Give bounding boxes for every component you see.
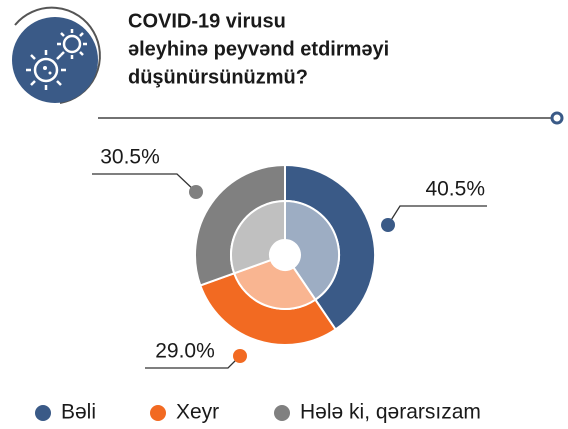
title-line: düşünürsünüzmü? xyxy=(128,66,308,88)
label-dot xyxy=(381,218,395,232)
value-label: 29.0% xyxy=(155,340,215,363)
donut-inner-slice xyxy=(232,258,317,310)
legend-label: Hələ ki, qərarsızam xyxy=(300,401,481,424)
title-line: əleyhinə peyvənd etdirməyi xyxy=(128,38,389,60)
donut-inner-slice xyxy=(230,199,286,275)
label-dot xyxy=(233,349,247,363)
donut-inner-slice xyxy=(284,199,340,302)
divider-dot xyxy=(550,111,564,125)
leader-line xyxy=(92,173,197,193)
label-dot xyxy=(189,185,203,199)
legend-swatch xyxy=(35,405,51,421)
legend-label: Xeyr xyxy=(176,401,219,424)
value-label: 30.5% xyxy=(100,146,160,169)
title-line: COVID-19 virusu xyxy=(128,10,286,32)
virus-icon xyxy=(12,6,101,104)
legend-swatch xyxy=(274,405,290,421)
leader-line xyxy=(387,205,487,226)
legend-label: Bəli xyxy=(61,401,96,424)
legend-swatch xyxy=(150,405,166,421)
value-label: 40.5% xyxy=(425,178,485,201)
